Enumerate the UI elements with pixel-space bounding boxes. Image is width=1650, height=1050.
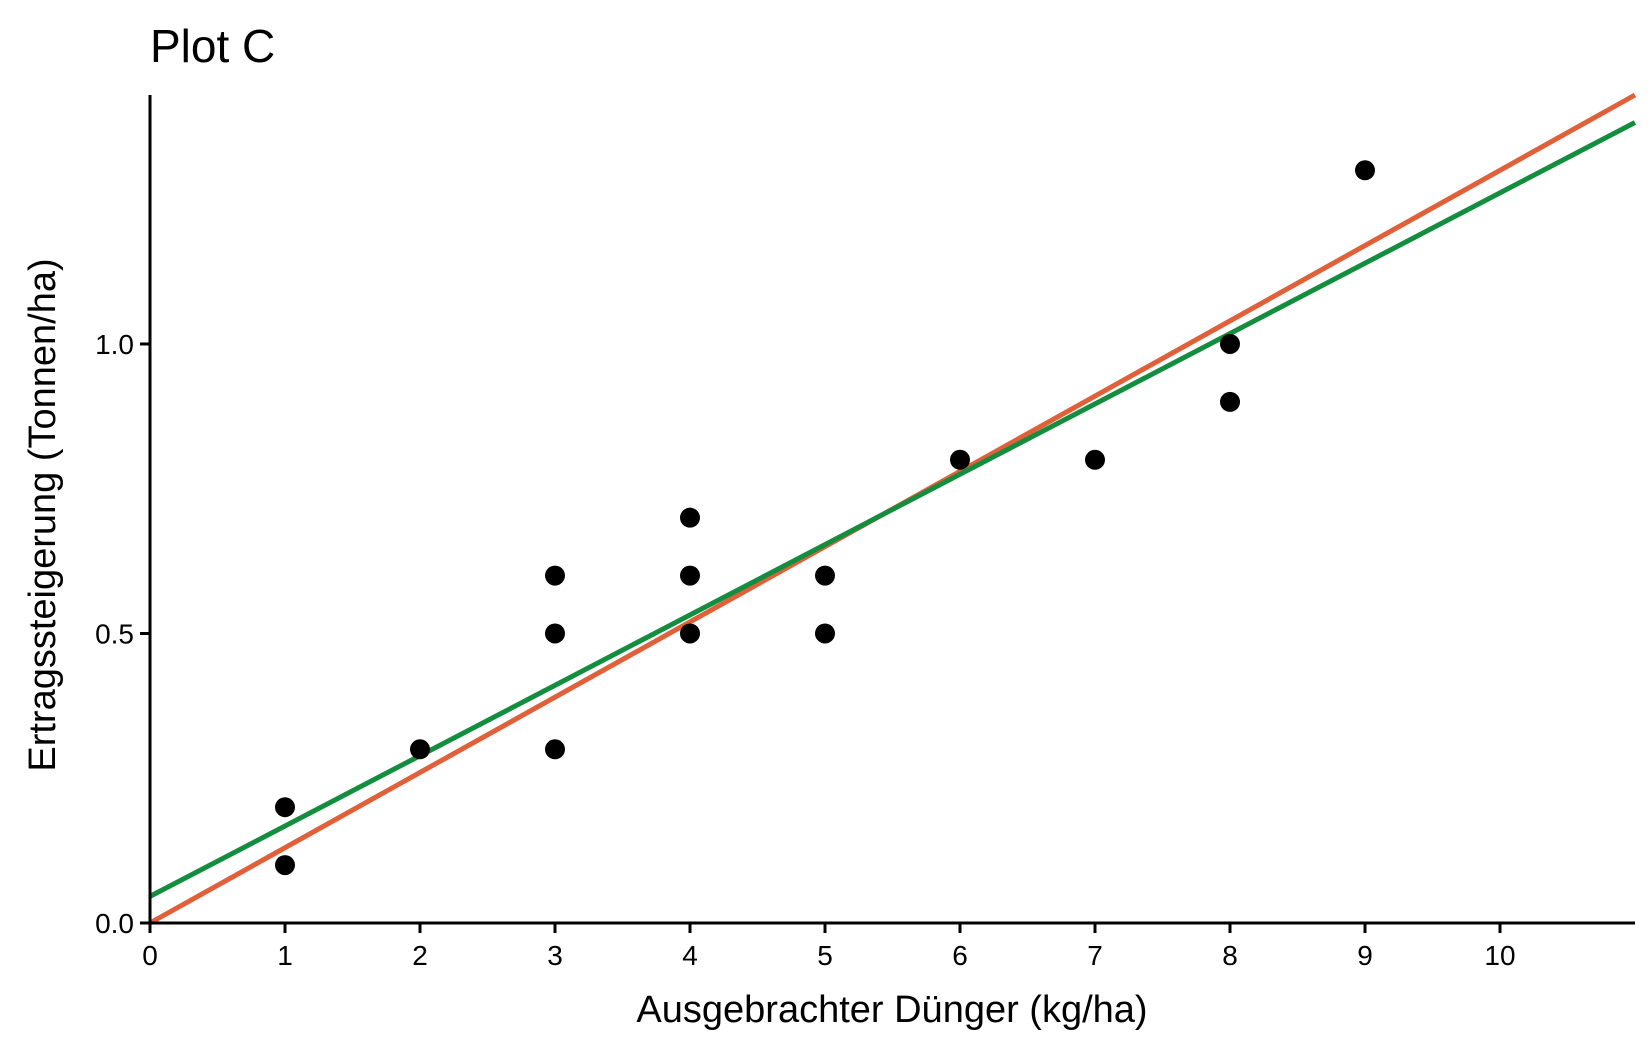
data-point xyxy=(545,565,565,586)
x-tick-label: 0 xyxy=(142,940,158,971)
x-tick-label: 5 xyxy=(817,940,833,971)
chart-title: Plot C xyxy=(150,20,275,72)
y-tick-label: 1.0 xyxy=(95,329,134,360)
y-axis-ticks: 0.0 0.5 1.0 xyxy=(95,329,150,939)
data-point xyxy=(410,739,430,760)
data-point xyxy=(545,623,565,644)
x-tick-label: 6 xyxy=(952,940,968,971)
x-axis-ticks: 0 1 2 3 4 5 6 7 8 9 10 xyxy=(142,923,1516,971)
x-tick-label: 2 xyxy=(412,940,428,971)
data-point xyxy=(1085,449,1105,470)
data-point xyxy=(1220,391,1240,412)
x-tick-label: 8 xyxy=(1222,940,1238,971)
y-tick-label: 0.0 xyxy=(95,908,134,939)
data-point xyxy=(275,797,295,818)
x-tick-label: 1 xyxy=(277,940,293,971)
x-tick-label: 7 xyxy=(1087,940,1103,971)
data-point xyxy=(680,565,700,586)
data-point xyxy=(1220,333,1240,354)
data-point xyxy=(815,565,835,586)
x-tick-label: 3 xyxy=(547,940,563,971)
data-point xyxy=(680,623,700,644)
data-point xyxy=(275,855,295,876)
x-axis-label: Ausgebrachter Dünger (kg/ha) xyxy=(636,989,1147,1031)
y-tick-label: 0.5 xyxy=(95,618,134,649)
y-axis-label: Ertragssteigerung (Tonnen/ha) xyxy=(22,258,64,771)
regression-line-2 xyxy=(148,120,1637,899)
data-point xyxy=(950,449,970,470)
data-point xyxy=(545,739,565,760)
data-points xyxy=(275,160,1375,876)
regression-lines xyxy=(148,92,1637,926)
data-point xyxy=(1355,160,1375,181)
x-tick-label: 4 xyxy=(682,940,698,971)
data-point xyxy=(815,623,835,644)
x-tick-label: 10 xyxy=(1484,940,1515,971)
x-tick-label: 9 xyxy=(1357,940,1373,971)
data-point xyxy=(680,507,700,528)
